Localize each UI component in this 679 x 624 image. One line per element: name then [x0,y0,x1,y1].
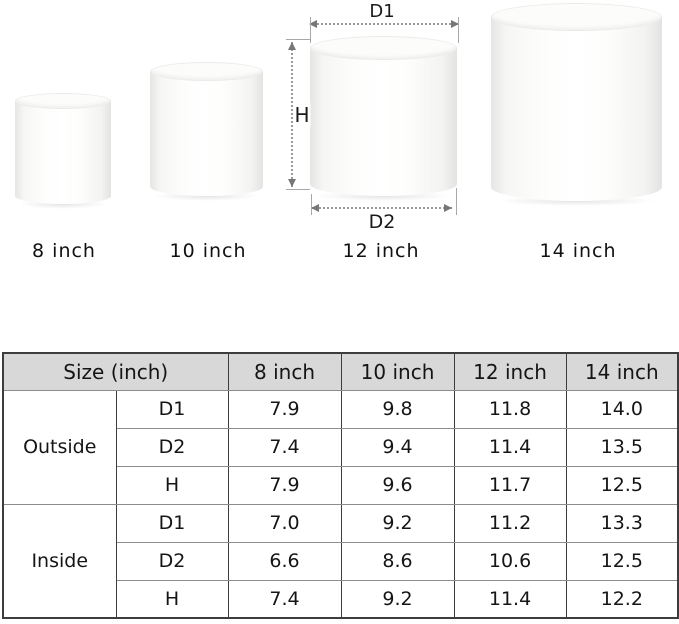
value-cell: 7.9 [227,465,342,505]
value-cell: 12.5 [565,541,679,581]
value-cell: 7.9 [227,389,342,429]
dim-label-cell: D2 [115,541,229,581]
d2-dimension-line [312,207,452,209]
cylinder-shadow [496,196,657,206]
value-cell: 14.0 [565,389,679,429]
size-spec-table-container: Size (inch) 8 inch 10 inch 12 inch 14 in… [2,352,679,619]
cylinder-10-inch [150,62,263,201]
dim-label-cell: D1 [115,389,229,429]
cylinder-14-inch [491,3,662,206]
value-cell: 7.4 [227,427,342,467]
dim-label-cell: H [115,579,229,619]
value-cell: 11.4 [453,579,567,619]
value-cell: 11.8 [453,389,567,429]
header-col-10-inch: 10 inch [340,352,455,391]
dimension-label-d2: D2 [368,211,396,233]
group-label-outside: Outside [2,389,117,505]
dim-label-cell: H [115,465,229,505]
cylinder-top-face [310,36,457,60]
cylinder-figure: 8 inch 10 inch 12 inch 14 inch D1 H D2 [15,1,662,262]
table-row: D2 7.4 9.4 11.4 13.5 [3,427,679,467]
d2-extension-tick-left [311,194,312,215]
h-arrowhead-bottom-icon [288,179,296,187]
value-cell: 6.6 [227,541,342,581]
cylinder-body [15,101,111,204]
d1-extension-tick-left [310,17,311,43]
value-cell: 9.8 [340,389,455,429]
dimension-label-h: H [293,103,311,127]
header-col-12-inch: 12 inch [453,352,567,391]
d1-extension-tick-right [458,17,459,43]
group-label-inside: Inside [2,503,117,619]
value-cell: 9.2 [340,503,455,543]
table-row: Outside D1 7.9 9.8 11.8 14.0 [2,389,679,505]
value-cell: 11.7 [453,465,567,505]
value-cell: 11.4 [453,427,567,467]
d2-extension-tick-right [456,188,457,215]
dim-label-cell: D2 [115,427,229,467]
value-cell: 9.2 [340,579,455,619]
table-row: Inside D1 7.0 9.2 11.2 13.3 [2,503,679,619]
cylinder-body [491,17,662,201]
d1-arrowhead-left-icon [309,20,317,28]
cylinder-top-face [150,62,263,81]
cylinder-12-inch [310,36,457,201]
dim-label-cell: D1 [115,503,229,543]
caption-14-inch: 14 inch [539,240,617,262]
caption-12-inch: 12 inch [342,240,420,262]
table-header-row: Size (inch) 8 inch 10 inch 12 inch 14 in… [2,352,679,391]
d1-arrowhead-right-icon [451,20,459,28]
table-row: H 7.9 9.6 11.7 12.5 [3,465,679,505]
size-spec-table: Size (inch) 8 inch 10 inch 12 inch 14 in… [2,352,679,619]
cylinder-top-face [15,93,111,109]
cylinder-body [310,48,457,196]
value-cell: 8.6 [340,541,455,581]
value-cell: 12.5 [565,465,679,505]
cylinder-shadow [153,191,260,201]
h-extension-tick-bottom [286,189,310,190]
cylinder-body [150,71,263,196]
value-cell: 9.6 [340,465,455,505]
value-cell: 11.2 [453,503,567,543]
h-extension-tick-top [286,39,310,40]
d1-dimension-line [310,23,459,25]
caption-10-inch: 10 inch [169,240,247,262]
value-cell: 10.6 [453,541,567,581]
value-cell: 7.0 [227,503,342,543]
caption-8-inch: 8 inch [32,240,96,262]
header-col-14-inch: 14 inch [565,352,679,391]
table-row: H 7.4 9.2 11.4 12.2 [3,579,679,619]
dimension-label-d1: D1 [369,1,395,22]
value-cell: 7.4 [227,579,342,619]
cylinder-8-inch [15,93,111,209]
cylinder-shadow [314,191,453,201]
header-size-inch: Size (inch) [2,352,229,391]
value-cell: 9.4 [340,427,455,467]
table-row: D2 6.6 8.6 10.6 12.5 [3,541,679,581]
value-cell: 12.2 [565,579,679,619]
d2-arrowhead-right-icon [444,204,452,212]
cylinder-top-face [491,3,662,31]
d2-arrowhead-left-icon [311,204,319,212]
h-dimension-line [291,42,293,187]
header-col-8-inch: 8 inch [227,352,342,391]
h-arrowhead-top-icon [288,42,296,50]
cylinder-shadow [17,199,109,209]
value-cell: 13.5 [565,427,679,467]
value-cell: 13.3 [565,503,679,543]
